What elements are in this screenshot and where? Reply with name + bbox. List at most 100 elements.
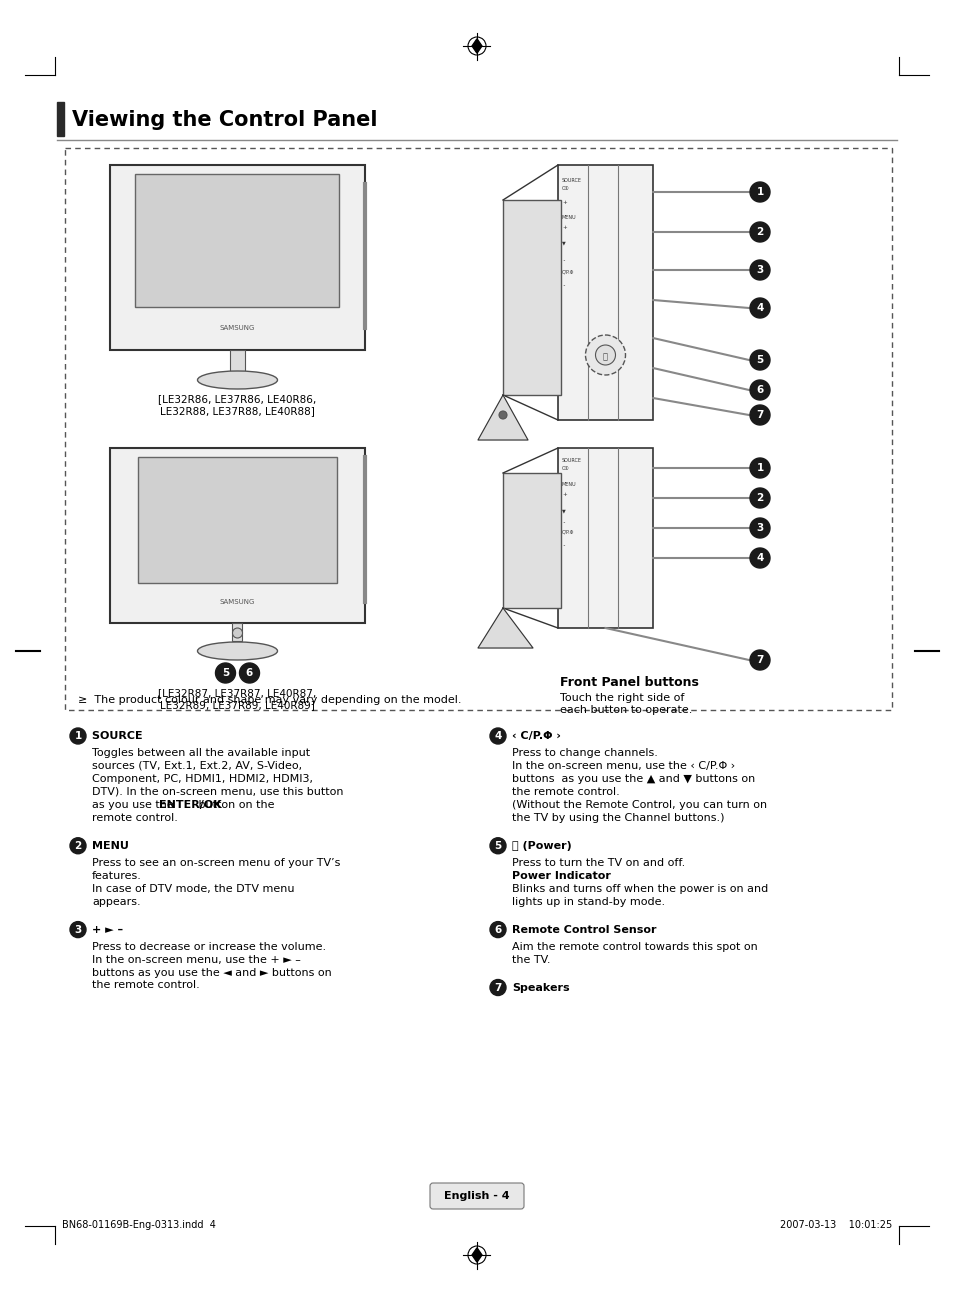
Text: Press to change channels.: Press to change channels. [512,748,658,758]
Bar [110,448,365,623]
Text: Press to see an on-screen menu of your TV’s: Press to see an on-screen menu of your T… [91,857,340,868]
Circle shape [490,838,505,853]
Text: ▼: ▼ [561,239,565,245]
Text: the TV by using the Channel buttons.): the TV by using the Channel buttons.) [512,813,723,822]
Circle shape [749,260,769,280]
Text: (Without the Remote Control, you can turn on: (Without the Remote Control, you can tur… [512,800,766,809]
Text: C①: C① [561,186,569,191]
Text: In the on-screen menu, use the ‹ C/P.Φ ›: In the on-screen menu, use the ‹ C/P.Φ › [512,761,735,771]
Text: 5: 5 [494,840,501,851]
Text: ⏻: ⏻ [602,353,607,362]
Text: SAMSUNG: SAMSUNG [219,325,254,330]
Text: BN68-01169B-Eng-0313.indd  4: BN68-01169B-Eng-0313.indd 4 [62,1220,215,1229]
Text: ˇ: ˇ [561,545,564,550]
Text: English - 4: English - 4 [444,1190,509,1201]
Text: In case of DTV mode, the DTV menu: In case of DTV mode, the DTV menu [91,883,294,894]
Text: ⏻ (Power): ⏻ (Power) [512,840,571,851]
Text: +: + [561,200,566,206]
Circle shape [749,488,769,507]
Circle shape [70,729,86,744]
Text: 7: 7 [756,410,763,420]
Text: 6: 6 [756,385,762,396]
Text: as you use the: as you use the [91,800,177,809]
Text: Remote Control Sensor: Remote Control Sensor [512,925,656,934]
Text: Press to turn the TV on and off.: Press to turn the TV on and off. [512,857,684,868]
Text: 6: 6 [494,925,501,934]
Bar [502,474,560,608]
Circle shape [215,664,235,683]
Text: Front Panel buttons: Front Panel buttons [559,677,699,690]
Circle shape [749,458,769,477]
Text: Viewing the Control Panel: Viewing the Control Panel [71,111,377,130]
Text: 2: 2 [756,493,762,503]
Text: Power Indicator: Power Indicator [512,870,610,881]
Circle shape [749,222,769,242]
Circle shape [70,838,86,853]
Text: 6: 6 [246,667,253,678]
Bar [135,174,339,307]
Circle shape [239,664,259,683]
Text: C/P.Φ: C/P.Φ [561,271,574,275]
Circle shape [749,182,769,202]
Text: 5: 5 [756,355,762,366]
Text: 2: 2 [756,226,762,237]
Circle shape [70,921,86,938]
Text: ENTER/OK: ENTER/OK [159,800,222,809]
Polygon shape [477,608,533,648]
Text: Aim the remote control towards this spot on: Aim the remote control towards this spot… [512,942,757,951]
Text: the TV.: the TV. [512,955,550,964]
Circle shape [749,548,769,569]
Text: Press to decrease or increase the volume.: Press to decrease or increase the volume… [91,942,326,951]
Text: 1: 1 [74,731,82,742]
Circle shape [749,518,769,539]
Circle shape [749,350,769,369]
Circle shape [749,405,769,425]
Text: 7: 7 [494,982,501,993]
Text: SOURCE: SOURCE [561,458,581,463]
Text: features.: features. [91,870,142,881]
Text: 3: 3 [74,925,82,934]
Circle shape [749,298,769,317]
Text: + ► –: + ► – [91,925,123,934]
Text: C①: C① [561,466,569,471]
Text: ˇ: ˇ [561,285,564,290]
Text: remote control.: remote control. [91,813,177,822]
Ellipse shape [197,641,277,660]
Text: 3: 3 [756,523,762,533]
FancyBboxPatch shape [65,148,891,710]
Text: Blinks and turns off when the power is on and: Blinks and turns off when the power is o… [512,883,767,894]
Text: SOURCE: SOURCE [91,731,147,742]
Text: +: + [561,225,566,230]
Text: buttons as you use the ◄ and ► buttons on: buttons as you use the ◄ and ► buttons o… [91,968,332,977]
Bar [110,165,365,350]
Text: 7: 7 [756,654,763,665]
Text: In the on-screen menu, use the + ► –: In the on-screen menu, use the + ► – [91,955,300,964]
Text: sources (TV, Ext.1, Ext.2, AV, S-Video,: sources (TV, Ext.1, Ext.2, AV, S-Video, [91,761,302,771]
Text: 4: 4 [756,553,763,563]
Text: MENU: MENU [91,840,129,851]
Text: ˆ: ˆ [561,260,564,265]
Text: ‹ C/P.Φ ›: ‹ C/P.Φ › [512,731,560,742]
Text: +: + [561,492,566,497]
Text: 4: 4 [756,303,763,314]
Bar [558,448,652,628]
FancyBboxPatch shape [430,1183,523,1209]
Text: 3: 3 [756,265,762,275]
Bar [233,623,242,641]
Text: DTV). In the on-screen menu, use this button: DTV). In the on-screen menu, use this bu… [91,787,343,798]
Text: the remote control.: the remote control. [512,787,619,798]
Text: ▼: ▼ [561,507,565,513]
Circle shape [490,980,505,995]
Circle shape [749,380,769,399]
Circle shape [585,334,625,375]
Text: 2: 2 [74,840,82,851]
Text: Toggles between all the available input: Toggles between all the available input [91,748,310,758]
Text: ≥  The product colour and shape may vary depending on the model.: ≥ The product colour and shape may vary … [78,695,461,705]
Polygon shape [472,1248,481,1262]
Text: 5: 5 [222,667,229,678]
Bar [138,457,336,583]
Text: button on the: button on the [194,800,274,809]
Text: [LE32R87, LE37R87, LE40R87,
LE32R89, LE37R89, LE40R89]: [LE32R87, LE37R87, LE40R87, LE32R89, LE3… [158,688,316,709]
Text: 2007-03-13    10:01:25: 2007-03-13 10:01:25 [779,1220,891,1229]
Circle shape [749,650,769,670]
